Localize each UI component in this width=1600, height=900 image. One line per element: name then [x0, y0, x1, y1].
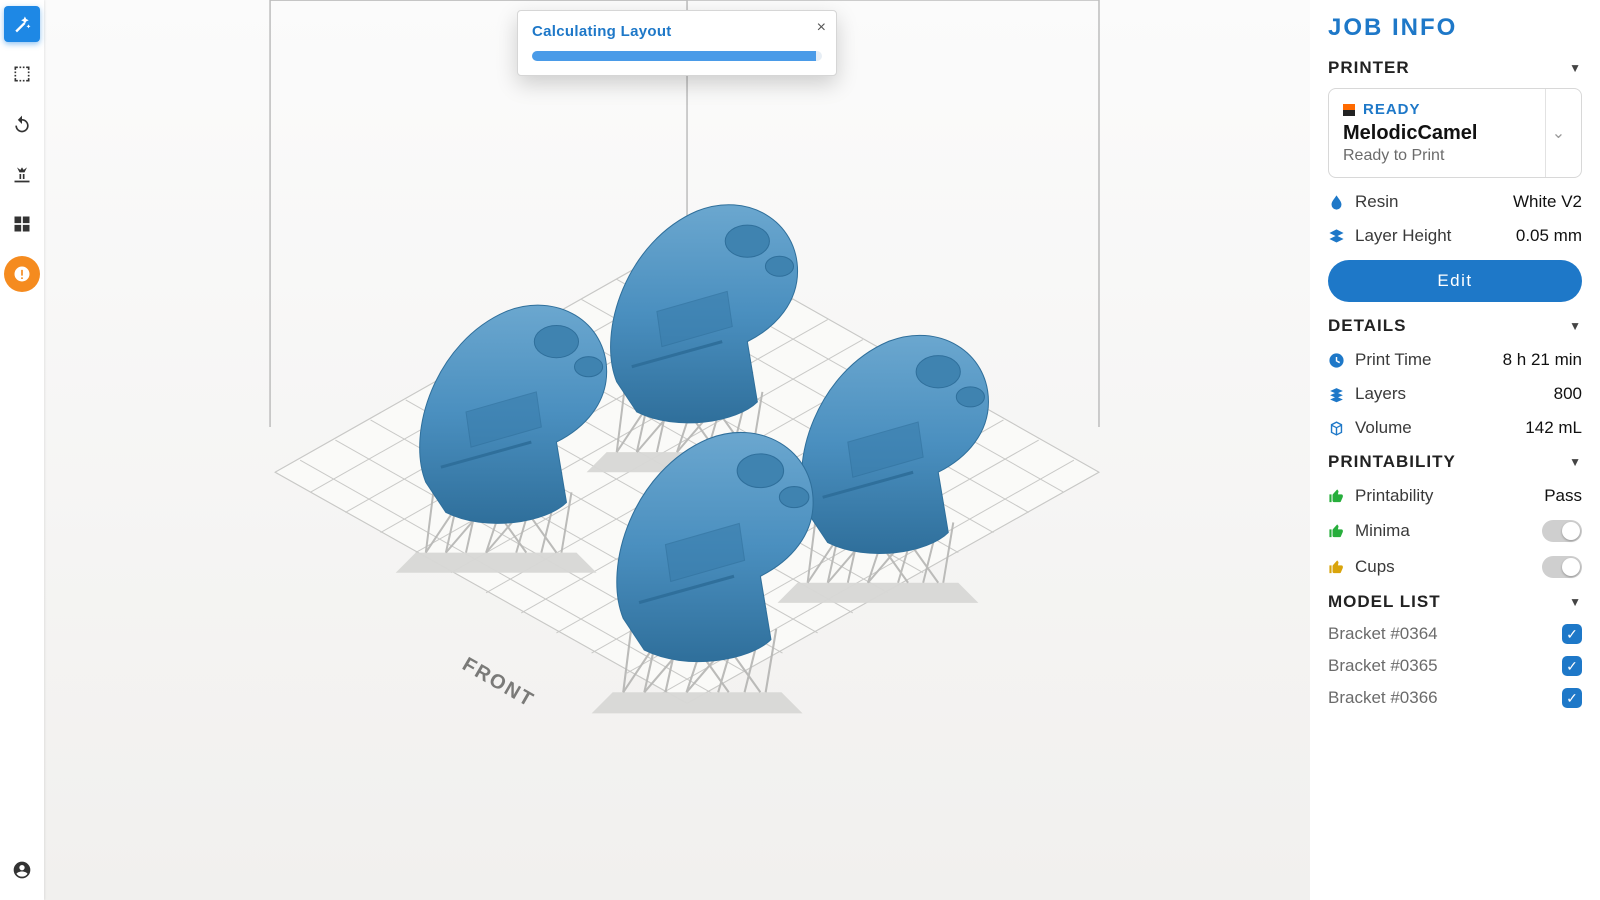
details-section-header[interactable]: DETAILS ▼: [1328, 316, 1582, 336]
account-tool[interactable]: [4, 852, 40, 888]
warning-tool[interactable]: [4, 256, 40, 292]
volume-icon: [1328, 420, 1345, 437]
section-label: MODEL LIST: [1328, 592, 1441, 612]
layerheight-value: 0.05 mm: [1516, 226, 1582, 246]
section-label: PRINTER: [1328, 58, 1410, 78]
rotate-icon: [12, 114, 32, 134]
resin-label: Resin: [1355, 192, 1398, 212]
model-label: Bracket #0365: [1328, 656, 1438, 676]
printer-subtitle: Ready to Print: [1343, 147, 1567, 165]
printability-section-header[interactable]: PRINTABILITY ▼: [1328, 452, 1582, 472]
modellist-section-header[interactable]: MODEL LIST ▼: [1328, 592, 1582, 612]
stack-icon: [1328, 386, 1345, 403]
printer-name: MelodicCamel: [1343, 122, 1567, 145]
progress-bar: [532, 51, 822, 61]
grid-icon: [12, 214, 32, 234]
chevron-down-icon: ▼: [1569, 319, 1582, 333]
model-checkbox[interactable]: ✓: [1562, 624, 1582, 644]
volume-value: 142 mL: [1525, 418, 1582, 438]
close-icon[interactable]: ×: [817, 19, 826, 37]
edit-button[interactable]: Edit: [1328, 260, 1582, 302]
thumbs-up-icon: [1328, 523, 1345, 540]
thumbs-up-icon: [1328, 559, 1345, 576]
cups-toggle[interactable]: [1542, 556, 1582, 578]
chevron-down-icon: ▼: [1569, 61, 1582, 75]
warning-icon: [12, 264, 32, 284]
marquee-icon: [12, 64, 32, 84]
drop-icon: [1328, 194, 1345, 211]
thumbs-up-icon: [1328, 488, 1345, 505]
model-list-item[interactable]: Bracket #0366 ✓: [1328, 688, 1582, 708]
section-label: PRINTABILITY: [1328, 452, 1456, 472]
section-label: DETAILS: [1328, 316, 1406, 336]
cups-label: Cups: [1355, 557, 1395, 577]
layerheight-label: Layer Height: [1355, 226, 1451, 246]
printer-card[interactable]: READY MelodicCamel Ready to Print ⌄: [1328, 88, 1582, 178]
layout-tool[interactable]: [4, 206, 40, 242]
left-toolbar: [0, 0, 44, 900]
model-list-item[interactable]: Bracket #0364 ✓: [1328, 624, 1582, 644]
resin-value: White V2: [1513, 192, 1582, 212]
minima-label: Minima: [1355, 521, 1410, 541]
progress-modal-title: Calculating Layout: [532, 23, 672, 40]
model-checkbox[interactable]: ✓: [1562, 688, 1582, 708]
printer-section-header[interactable]: PRINTER ▼: [1328, 58, 1582, 78]
layers-label: Layers: [1355, 384, 1406, 404]
printtime-label: Print Time: [1355, 350, 1432, 370]
layers-value: 800: [1554, 384, 1582, 404]
volume-label: Volume: [1355, 418, 1412, 438]
printtime-value: 8 h 21 min: [1503, 350, 1582, 370]
model-label: Bracket #0364: [1328, 624, 1438, 644]
supports-icon: [12, 164, 32, 184]
printer-status: READY: [1343, 101, 1567, 118]
scene-canvas: FRONT: [44, 0, 1310, 900]
orient-tool[interactable]: [4, 106, 40, 142]
model-list: Bracket #0364✓Bracket #0365✓Bracket #036…: [1328, 624, 1582, 708]
printability-value: Pass: [1544, 486, 1582, 506]
model-checkbox[interactable]: ✓: [1562, 656, 1582, 676]
layers-icon: [1328, 228, 1345, 245]
clock-icon: [1328, 352, 1345, 369]
user-icon: [12, 860, 32, 880]
select-tool[interactable]: [4, 56, 40, 92]
printability-label: Printability: [1355, 486, 1433, 506]
model-list-item[interactable]: Bracket #0365 ✓: [1328, 656, 1582, 676]
chevron-down-icon: ▼: [1569, 595, 1582, 609]
model-label: Bracket #0366: [1328, 688, 1438, 708]
printer-status-text: READY: [1363, 101, 1421, 118]
magic-wand-tool[interactable]: [4, 6, 40, 42]
magic-wand-icon: [12, 14, 32, 34]
job-info-panel: JOB INFO PRINTER ▼ READY MelodicCamel Re…: [1310, 0, 1600, 900]
printer-status-icon: [1343, 104, 1355, 116]
minima-toggle[interactable]: [1542, 520, 1582, 542]
supports-tool[interactable]: [4, 156, 40, 192]
chevron-down-icon[interactable]: ⌄: [1545, 89, 1571, 177]
panel-title: JOB INFO: [1328, 14, 1582, 42]
progress-modal: Calculating Layout ×: [517, 10, 837, 76]
front-label: FRONT: [458, 653, 538, 712]
chevron-down-icon: ▼: [1569, 455, 1582, 469]
viewport-3d[interactable]: FRONT Calculating Layout ×: [44, 0, 1310, 900]
